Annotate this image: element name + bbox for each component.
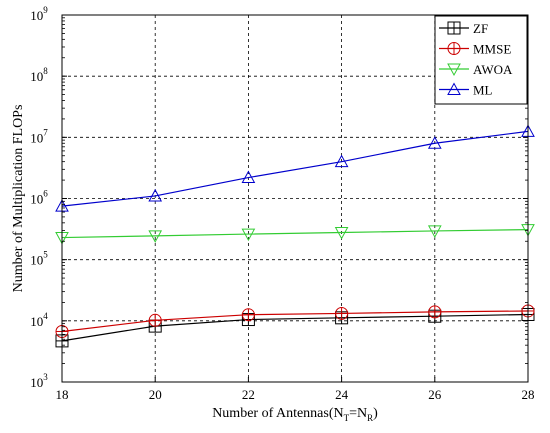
data-point-marker [427, 225, 442, 238]
y-tick-label: 109 [30, 5, 48, 23]
data-point-marker [447, 63, 461, 77]
x-tick-label: 26 [428, 387, 442, 402]
legend-label: MMSE [473, 42, 511, 57]
series-awoa [55, 224, 535, 245]
y-tick-label: 108 [30, 66, 48, 84]
y-tick-label: 106 [30, 189, 48, 207]
series-line [61, 130, 529, 207]
data-point-marker [241, 170, 256, 184]
data-point-marker [427, 136, 442, 149]
series-line [61, 313, 529, 342]
legend: ZF MMSE AWOA ML [434, 15, 528, 105]
data-point-marker [334, 227, 349, 240]
data-point-marker [334, 154, 349, 168]
series-ml [55, 124, 535, 212]
data-point-marker [241, 228, 256, 242]
y-tick-label: 104 [30, 311, 48, 329]
y-tick-label: 103 [30, 372, 48, 390]
plot-area [55, 124, 535, 348]
legend-item-zf: ZF [439, 21, 488, 36]
data-point-marker [241, 308, 255, 322]
legend-item-ml: ML [439, 82, 493, 98]
legend-label: ZF [473, 21, 488, 36]
series-mmse [55, 304, 535, 338]
y-tick-label: 105 [30, 250, 48, 268]
data-point-marker [428, 305, 442, 319]
x-tick-label: 22 [242, 387, 255, 402]
series-line [61, 310, 529, 333]
legend-item-mmse: MMSE [439, 42, 511, 57]
legend-item-awoa: AWOA [439, 62, 513, 77]
x-tick-label: 20 [149, 387, 162, 402]
y-tick-label: 107 [30, 127, 48, 145]
y-axis-label: Number of Multiplication FLOPs [11, 105, 26, 293]
series-line [61, 229, 529, 239]
x-tick-label: 18 [56, 387, 69, 402]
x-axis-label: Number of Antennas(NT=NR) [212, 406, 378, 423]
legend-label: AWOA [473, 62, 513, 77]
data-point-marker [148, 230, 163, 243]
x-tick-label: 28 [522, 387, 535, 402]
data-point-marker [447, 21, 461, 35]
data-point-marker [447, 82, 461, 95]
data-point-marker [148, 188, 163, 202]
data-point-marker [335, 306, 349, 320]
data-point-marker [148, 313, 162, 327]
data-point-marker [447, 42, 461, 55]
x-tick-label: 24 [335, 387, 349, 402]
legend-label: ML [473, 83, 493, 98]
